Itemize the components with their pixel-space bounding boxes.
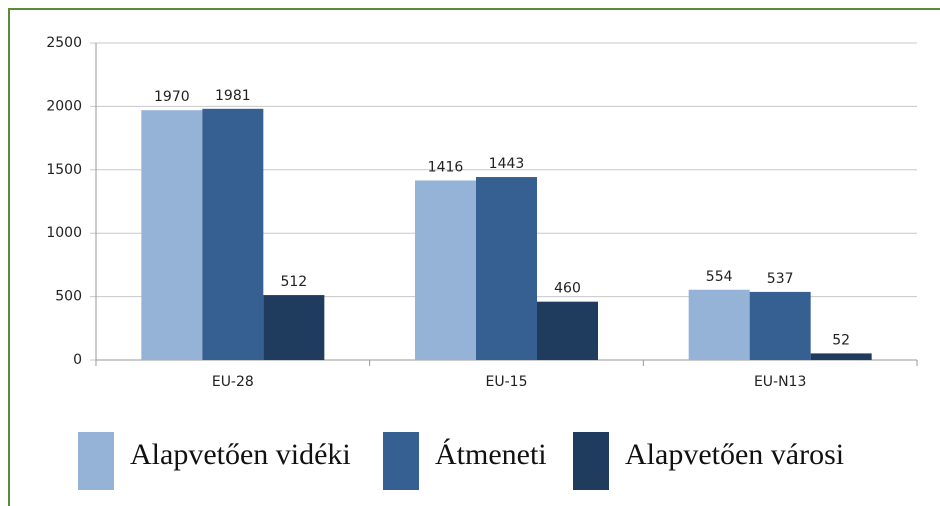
y-tick-label: 2500 [46, 35, 82, 51]
x-tick-label: EU-28 [212, 374, 254, 390]
legend-text: Alapvetően vidéki [130, 438, 351, 471]
data-label: 460 [554, 281, 581, 297]
bar [141, 110, 203, 360]
data-label: 1981 [215, 88, 251, 104]
y-tick-label: 0 [73, 352, 82, 368]
y-tick-label: 1500 [46, 162, 82, 178]
legend-swatch [383, 432, 419, 490]
data-label: 537 [767, 271, 794, 287]
bar [688, 289, 750, 360]
data-label: 1970 [154, 89, 190, 105]
bar [415, 180, 476, 360]
x-tick-label: EU-15 [486, 374, 528, 390]
bar [263, 295, 325, 360]
bar [537, 301, 598, 360]
y-tick-label: 1000 [46, 225, 82, 241]
data-label: 1443 [489, 156, 525, 172]
data-label: 1416 [428, 159, 464, 175]
legend-text: Átmeneti [435, 438, 547, 471]
y-tick-label: 2000 [46, 98, 82, 114]
data-label: 512 [280, 274, 307, 290]
bar [810, 353, 872, 360]
bar [476, 177, 537, 360]
legend-text: Alapvetően városi [625, 438, 844, 471]
x-tick-label: EU-N13 [754, 374, 806, 390]
bar [749, 291, 811, 360]
legend-swatch [573, 432, 609, 490]
y-tick-label: 500 [55, 289, 82, 305]
data-label: 554 [706, 269, 733, 285]
data-label: 52 [832, 332, 850, 348]
bar [202, 108, 264, 360]
legend-swatch [78, 432, 114, 490]
